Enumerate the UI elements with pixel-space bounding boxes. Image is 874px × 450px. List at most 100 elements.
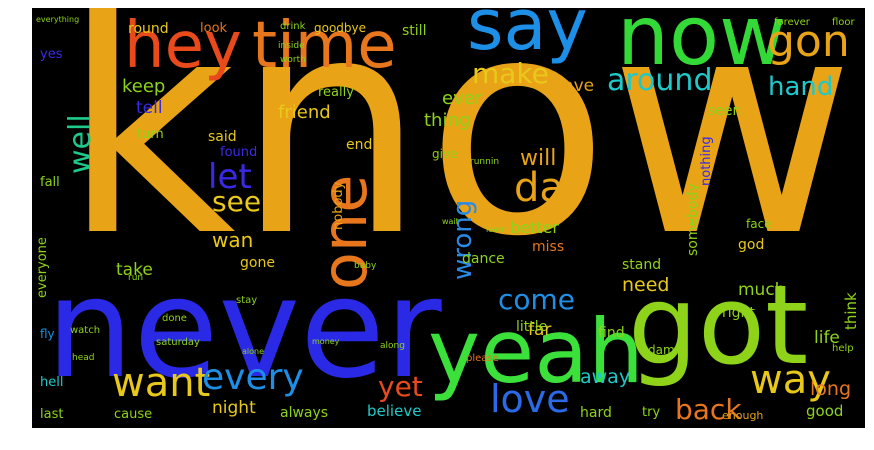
word: leave: [548, 76, 595, 96]
word: now: [617, 8, 787, 84]
word: much: [738, 280, 786, 300]
word: know: [62, 8, 855, 302]
word: make: [472, 57, 549, 90]
word: hand: [768, 72, 834, 102]
word: seen: [708, 103, 742, 119]
word: floor: [832, 17, 855, 28]
word: wait: [442, 217, 459, 226]
word: last: [40, 407, 64, 422]
word: well: [63, 114, 98, 174]
word: worth: [280, 55, 306, 65]
word: stand: [622, 257, 662, 273]
word: fall: [40, 175, 60, 190]
word: head: [72, 353, 95, 363]
word: face: [746, 217, 772, 231]
word: find: [598, 325, 625, 341]
word: yeah: [428, 300, 644, 403]
word-cloud: know never got yeah now say hey time gon…: [32, 8, 865, 428]
word: money: [312, 337, 340, 346]
word: god: [738, 237, 765, 253]
word: say: [467, 8, 588, 66]
word: runnin: [470, 157, 500, 167]
word: try: [642, 405, 661, 420]
word: gone: [240, 255, 275, 271]
word: said: [208, 129, 237, 145]
word: hey: [124, 9, 242, 83]
word: wan: [212, 228, 254, 252]
word: day: [514, 165, 588, 211]
word: wrong: [448, 199, 478, 280]
word: really: [318, 85, 354, 100]
word: long: [810, 378, 852, 400]
word: life: [814, 328, 840, 348]
word: end: [346, 137, 373, 153]
word: found: [220, 145, 258, 160]
word: never: [46, 248, 442, 409]
word: somebody: [685, 183, 701, 256]
word: come: [498, 283, 576, 316]
word: friend: [278, 102, 331, 123]
word: baby: [354, 261, 377, 271]
word: back: [675, 393, 742, 426]
word: think: [842, 292, 860, 330]
word: drink: [280, 21, 306, 32]
word: little: [516, 319, 548, 335]
word: tell: [136, 98, 163, 118]
word: cause: [114, 407, 153, 422]
word: gon: [767, 16, 850, 67]
word: let: [208, 157, 252, 197]
word: look: [200, 21, 228, 36]
word: forever: [774, 17, 810, 28]
word: learn: [486, 225, 507, 234]
word: round: [128, 21, 169, 37]
word: run: [128, 273, 144, 283]
word: see: [212, 185, 262, 218]
word: nobody: [331, 181, 346, 230]
word: yes: [40, 47, 63, 62]
word: stay: [236, 295, 258, 306]
word: need: [622, 274, 670, 296]
word: turn: [137, 127, 164, 142]
word: away: [580, 366, 631, 388]
word: give: [432, 147, 458, 161]
word: want: [112, 360, 211, 406]
word: everyone: [35, 237, 50, 298]
word: enough: [722, 409, 764, 422]
word: watch: [70, 325, 101, 336]
word: dance: [462, 251, 505, 267]
word: damn: [648, 343, 683, 357]
word: time: [252, 9, 397, 83]
word: along: [380, 341, 405, 351]
word: thing: [424, 110, 471, 131]
word: around: [607, 63, 713, 98]
word: yet: [378, 370, 423, 403]
word: goodbye: [314, 21, 367, 35]
word: believe: [367, 402, 422, 420]
word: ever: [442, 88, 483, 109]
word: night: [212, 398, 256, 418]
word: help: [832, 343, 854, 354]
word: keep: [122, 76, 166, 97]
word: always: [280, 405, 329, 421]
word: inside: [278, 41, 305, 51]
word: done: [162, 313, 187, 324]
word: saturday: [156, 337, 200, 348]
word: miss: [532, 239, 565, 255]
word: every: [202, 357, 304, 398]
word: better: [510, 218, 559, 237]
word: please: [466, 353, 499, 364]
word: far: [528, 320, 552, 340]
word: alone: [242, 347, 265, 356]
word: fly: [40, 327, 55, 341]
word: hard: [580, 405, 612, 421]
word: good: [806, 402, 844, 420]
word: will: [520, 146, 557, 171]
word: still: [402, 23, 427, 39]
word: right: [722, 305, 755, 321]
word: got: [628, 261, 809, 389]
word: way: [750, 357, 831, 403]
word: love: [490, 377, 570, 421]
word: hell: [40, 375, 64, 390]
word: take: [116, 260, 153, 280]
word: nothing: [699, 136, 714, 186]
